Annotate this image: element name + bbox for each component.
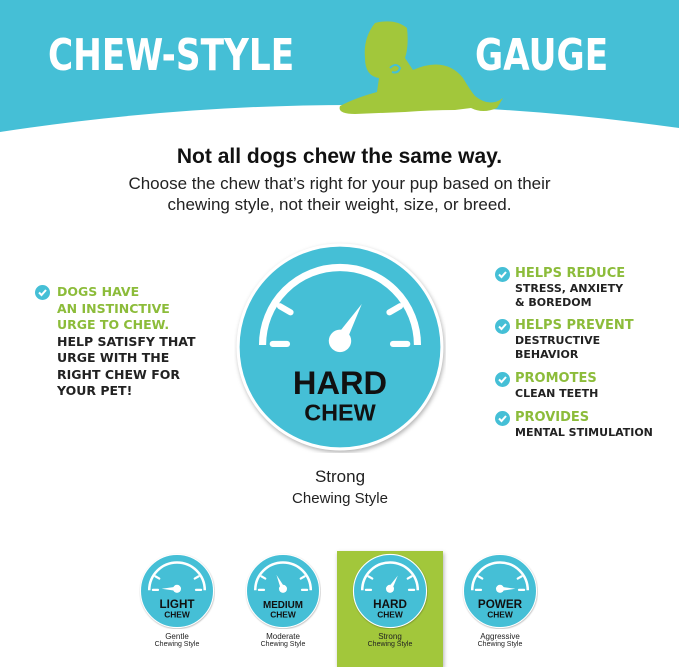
subheadline-line: chewing style, not their weight, size, o… (167, 195, 512, 214)
style-label: Chewing Style (292, 490, 388, 507)
gauge-tick (516, 575, 523, 580)
strength-label: Aggressive (480, 632, 520, 641)
gauge-arc (258, 263, 422, 345)
check-icon (35, 285, 50, 300)
gauge-tick (260, 575, 267, 580)
gauge-option-light[interactable]: LIGHT CHEW Gentle Chewing Style (127, 553, 227, 648)
benefit-line: BEHAVIOR (515, 348, 579, 361)
strength-label: Gentle (165, 632, 189, 641)
benefit-item: PROVIDES MENTAL STIMULATION (495, 410, 653, 440)
title-right: GAUGE (475, 30, 609, 81)
callout-line: HELP SATISFY THAT (57, 333, 196, 349)
benefit-line: & BOREDOM (515, 296, 592, 309)
gauge-arc (147, 561, 207, 591)
gauge-tick (406, 575, 413, 580)
gauge-word2: CHEW (304, 399, 376, 425)
callout-line: URGE TO CHEW. (57, 317, 170, 332)
style-label: Chewing Style (477, 641, 523, 648)
needle (276, 574, 285, 590)
dog-silhouette-icon (339, 21, 503, 114)
gauge-icon: LIGHT CHEW (139, 553, 215, 629)
check-icon (495, 267, 510, 282)
strength-label: Moderate (266, 632, 300, 641)
gauge-option-hard[interactable]: HARD CHEW Strong Chewing Style (337, 551, 443, 667)
gauge-tick (299, 575, 306, 580)
benefit-title: PROVIDES (515, 410, 590, 425)
subheadline-line: Choose the chew that’s right for your pu… (128, 174, 551, 193)
gauge-arc (253, 561, 313, 591)
needle (388, 575, 398, 590)
style-label: Chewing Style (154, 641, 200, 648)
needle (500, 586, 516, 591)
gauge-word1: LIGHT (159, 598, 195, 611)
benefit-item: HELPS REDUCE STRESS, ANXIETY & BOREDOM (495, 266, 625, 310)
gauge-tick (367, 575, 374, 580)
strength-label: Strong (378, 632, 402, 641)
gauge-word2: CHEW (270, 609, 296, 619)
check-icon (495, 319, 510, 334)
gauge-tick (386, 303, 404, 316)
gauge-word1: MEDIUM (263, 600, 303, 611)
gauge-arc (360, 561, 420, 591)
gauge-word2: CHEW (164, 609, 190, 619)
gauge-tick (154, 575, 161, 580)
gauge-icon: MEDIUM CHEW (245, 553, 321, 629)
benefit-title: HELPS PREVENT (515, 318, 634, 333)
benefit-item: PROMOTES CLEAN TEETH (495, 371, 598, 401)
benefit-line: STRESS, ANXIETY (515, 282, 624, 295)
callout-line: AN INSTINCTIVE (57, 300, 170, 316)
gauge-option-power[interactable]: POWER CHEW Aggressive Chewing Style (450, 553, 550, 648)
callout-line: YOUR PET! (57, 383, 133, 398)
benefit-line: CLEAN TEETH (515, 387, 599, 400)
gauge-word2: CHEW (487, 609, 513, 619)
benefit-item: HELPS PREVENT DESTRUCTIVE BEHAVIOR (495, 318, 634, 362)
callout-line: RIGHT CHEW FOR (57, 366, 180, 382)
title-left: CHEW-STYLE (48, 30, 295, 81)
left-callout: DOGS HAVE AN INSTINCTIVE URGE TO CHEW. H… (57, 284, 227, 400)
headline: Not all dogs chew the same way. (176, 145, 503, 168)
gauge-tick (477, 575, 484, 580)
callout-line: DOGS HAVE (57, 284, 140, 299)
gauge-tick (276, 303, 294, 316)
gauge-option-medium[interactable]: MEDIUM CHEW Moderate Chewing Style (233, 553, 333, 648)
style-label: Chewing Style (367, 641, 413, 648)
gauge-arc (470, 561, 530, 591)
benefit-title: PROMOTES (515, 371, 597, 386)
needle (334, 304, 362, 344)
gauge-icon: POWER CHEW (462, 553, 538, 629)
gauge-word2: CHEW (377, 609, 403, 619)
main-strength: Strong Chewing Style (240, 467, 440, 507)
needle (161, 586, 177, 591)
subheadline: Choose the chew that’s right for your pu… (0, 173, 679, 215)
gauge-word1: POWER (478, 598, 523, 611)
benefit-line: MENTAL STIMULATION (515, 426, 653, 439)
header-banner (0, 0, 679, 132)
gauge-icon: HARD CHEW (352, 553, 428, 629)
check-icon (495, 411, 510, 426)
callout-line: URGE WITH THE (57, 350, 170, 365)
style-label: Chewing Style (260, 641, 306, 648)
benefit-line: DESTRUCTIVE (515, 334, 601, 347)
gauge-tick (193, 575, 200, 580)
gauge-word1: HARD (373, 598, 407, 611)
main-gauge-icon: HARD CHEW (236, 243, 444, 451)
benefit-title: HELPS REDUCE (515, 266, 626, 281)
check-icon (495, 372, 510, 387)
strength-label: Strong (314, 467, 366, 486)
gauge-word1: HARD (293, 364, 387, 401)
